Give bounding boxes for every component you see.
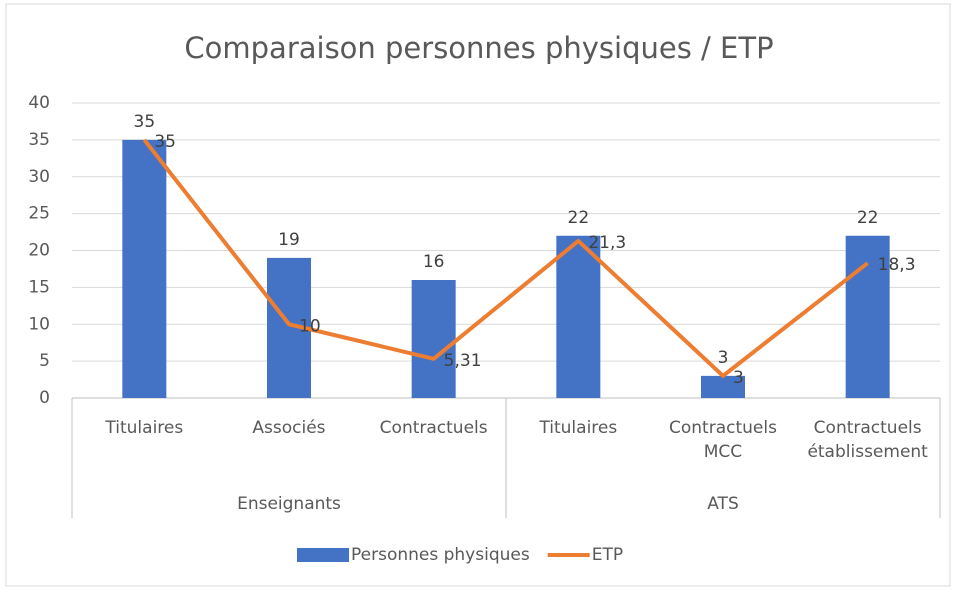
data-label: 3	[718, 348, 729, 368]
data-label: 21,3	[588, 233, 626, 253]
y-tick-label: 30	[28, 167, 50, 187]
x-tick-label: Associés	[252, 418, 326, 438]
chart-title: Comparaison personnes physiques / ETP	[184, 31, 773, 65]
y-tick-label: 20	[28, 241, 50, 261]
data-label: 10	[299, 316, 321, 336]
group-label: ATS	[707, 494, 739, 514]
y-tick-label: 10	[28, 314, 50, 334]
data-label: 5,31	[444, 351, 482, 371]
x-tick-label: Titulaires	[539, 418, 618, 438]
y-tick-label: 0	[39, 388, 50, 408]
data-label: 16	[423, 252, 445, 272]
data-label: 18,3	[878, 255, 916, 275]
legend-label: Personnes physiques	[351, 545, 530, 565]
x-tick-label: Contractuels MCC	[669, 418, 777, 462]
line	[142, 138, 869, 378]
legend-swatch	[297, 548, 349, 562]
legend-label: ETP	[592, 545, 623, 565]
bar	[411, 280, 456, 398]
data-label: 3	[733, 368, 744, 388]
bar	[122, 139, 167, 398]
x-tick-label: Titulaires	[105, 418, 184, 438]
y-tick-label: 5	[39, 351, 50, 371]
y-tick-label: 40	[28, 93, 50, 113]
x-tick-label: Contractuels établissement	[807, 418, 928, 462]
bar	[845, 235, 890, 398]
y-tick-label: 25	[28, 204, 50, 224]
group-label: Enseignants	[237, 494, 341, 514]
data-label: 35	[154, 132, 176, 152]
bar	[556, 235, 601, 398]
y-tick-label: 15	[28, 277, 50, 297]
data-label: 22	[857, 208, 879, 228]
y-tick-label: 35	[28, 130, 50, 150]
bar	[701, 375, 745, 398]
data-label: 19	[278, 230, 300, 250]
data-label: 35	[134, 112, 156, 132]
x-tick-label: Contractuels	[379, 418, 488, 438]
data-label: 22	[568, 208, 590, 228]
